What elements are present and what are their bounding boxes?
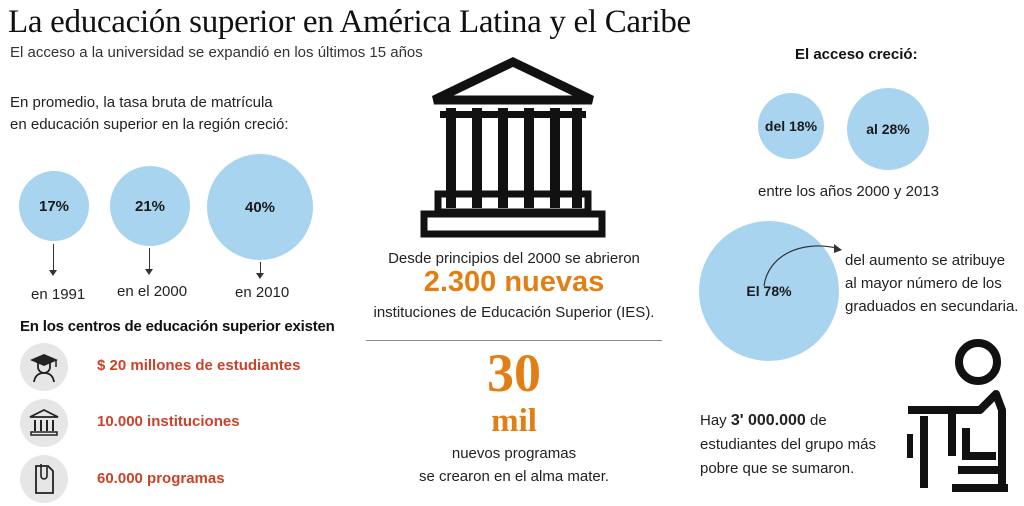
poor-students-text: Hay 3' 000.000 de estudiantes del grupo …	[700, 409, 876, 481]
arrow-down-icon	[49, 270, 57, 276]
stat-institutions: 10.000 instituciones	[97, 413, 240, 430]
institutions-desc: instituciones de Educación Superior (IES…	[373, 304, 655, 321]
student-desk-icon	[907, 339, 1008, 492]
rate-value-2000: 21%	[134, 197, 166, 215]
attribution-circle: El 78%	[699, 221, 839, 361]
stat-programs: 60.000 programas	[97, 470, 225, 487]
access-to-value: al 28%	[866, 121, 910, 137]
access-period: entre los años 2000 y 2013	[758, 183, 939, 200]
access-heading: El acceso creció:	[795, 46, 918, 63]
poor-prefix: Hay	[700, 412, 731, 429]
curved-arrow-icon	[763, 244, 842, 287]
enrollment-intro: En promedio, la tasa bruta de matrícula …	[10, 92, 310, 136]
document-clip-icon	[20, 455, 68, 503]
centers-heading: En los centros de educación superior exi…	[20, 318, 335, 335]
year-label-2000: en el 2000	[117, 283, 188, 300]
university-building-icon	[420, 57, 606, 238]
programs-line-1: nuevos programas	[451, 445, 577, 462]
poor-line-3: pobre que se sumaron.	[700, 460, 855, 477]
poor-suffix: de	[805, 412, 827, 429]
programs-number: 30	[487, 343, 541, 403]
poor-line-2: estudiantes del grupo más	[700, 436, 876, 453]
poor-number: 3' 000.000	[730, 412, 806, 429]
attribution-line-3: graduados en secundaria.	[845, 298, 1019, 315]
access-to-circle: al 28%	[847, 88, 929, 170]
poor-line-1: Hay 3' 000.000 de	[700, 409, 876, 433]
attribution-line-2: al mayor número de los	[845, 275, 1002, 292]
attribution-text: del aumento se atribuye al mayor número …	[845, 249, 1018, 318]
attribution-line-1: del aumento se atribuye	[845, 252, 1006, 269]
rate-value-2010: 40%	[244, 198, 276, 216]
institutions-intro: Desde principios del 2000 se abrieron	[388, 250, 640, 267]
access-from-circle: del 18%	[758, 93, 824, 159]
rate-circle-1991: 17%	[19, 171, 89, 241]
institutions-count: 2.300 nuevas	[423, 266, 605, 298]
arrow-line-2010	[260, 262, 261, 274]
divider	[366, 340, 662, 341]
arrow-down-icon	[145, 269, 153, 275]
institution-icon	[20, 399, 68, 447]
rate-circle-2010: 40%	[207, 154, 313, 260]
year-label-2010: en 2010	[235, 284, 290, 301]
access-from-value: del 18%	[764, 118, 818, 134]
page-title: La educación superior en América Latina …	[8, 4, 691, 40]
programs-line-2: se crearon en el alma mater.	[418, 468, 610, 485]
intro-line-1: En promedio, la tasa bruta de matrícula	[10, 94, 273, 111]
arrow-line-1991	[53, 244, 54, 271]
year-label-1991: en 1991	[31, 286, 86, 303]
programs-unit: mil	[491, 403, 537, 439]
attribution-value: El 78%	[746, 283, 792, 299]
rate-value-1991: 17%	[38, 197, 70, 215]
page-subtitle: El acceso a la universidad se expandió e…	[10, 44, 423, 61]
rate-circle-2000: 21%	[110, 166, 190, 246]
arrow-line-2000	[149, 248, 150, 270]
intro-line-2: en educación superior en la región creci…	[10, 116, 289, 133]
arrow-down-icon	[256, 273, 264, 279]
graduate-icon	[20, 343, 68, 391]
stat-students: $ 20 millones de estudiantes	[97, 357, 301, 374]
